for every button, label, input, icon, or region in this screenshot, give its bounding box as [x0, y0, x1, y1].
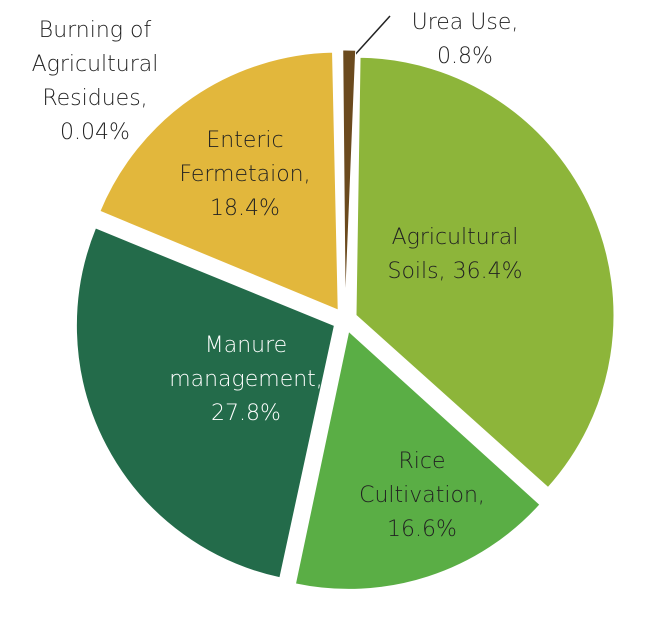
label-part: Burning of Agricultural Residues — [31, 18, 159, 111]
label-part: 0.04% — [60, 120, 130, 145]
label-part: , — [477, 483, 485, 508]
label-part: , — [140, 86, 148, 111]
label-part: 16.6% — [387, 517, 457, 542]
label-part: Urea Use — [411, 10, 512, 35]
slice-label: Manure management, 27.8% — [161, 329, 331, 431]
pie-slice — [99, 51, 339, 311]
leader-line — [351, 15, 391, 59]
label-part: Rice Cultivation — [359, 449, 478, 508]
slice-label: Rice Cultivation, 16.6% — [342, 445, 502, 547]
label-part: , — [438, 259, 453, 284]
label-part: 27.8% — [211, 401, 281, 426]
label-part: , — [315, 367, 323, 392]
slice-label: Burning of Agricultural Residues, 0.04% — [8, 14, 183, 150]
pie-slice — [339, 49, 346, 309]
label-part: , — [511, 10, 519, 35]
label-part: 18.4% — [210, 196, 280, 221]
label-part: Enteric Fermetaion — [179, 128, 304, 187]
label-part: Manure management — [169, 333, 316, 392]
pie-slice — [342, 49, 357, 309]
pie-slice — [294, 330, 541, 590]
slice-label: Agricultural Soils, 36.4% — [370, 221, 540, 289]
pie-slice — [355, 56, 615, 489]
slice-label: Enteric Fermetaion, 18.4% — [170, 124, 320, 226]
label-part: 36.4% — [452, 259, 523, 284]
label-part: Agricultural Soils — [387, 225, 519, 284]
slice-label: Urea Use, 0.8% — [390, 6, 540, 74]
label-part: 0.8% — [437, 44, 493, 69]
label-part: , — [303, 162, 311, 187]
pie-slice — [75, 227, 335, 579]
